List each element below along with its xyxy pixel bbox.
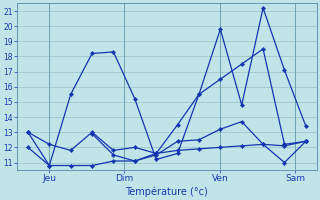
X-axis label: Température (°c): Température (°c): [125, 186, 208, 197]
